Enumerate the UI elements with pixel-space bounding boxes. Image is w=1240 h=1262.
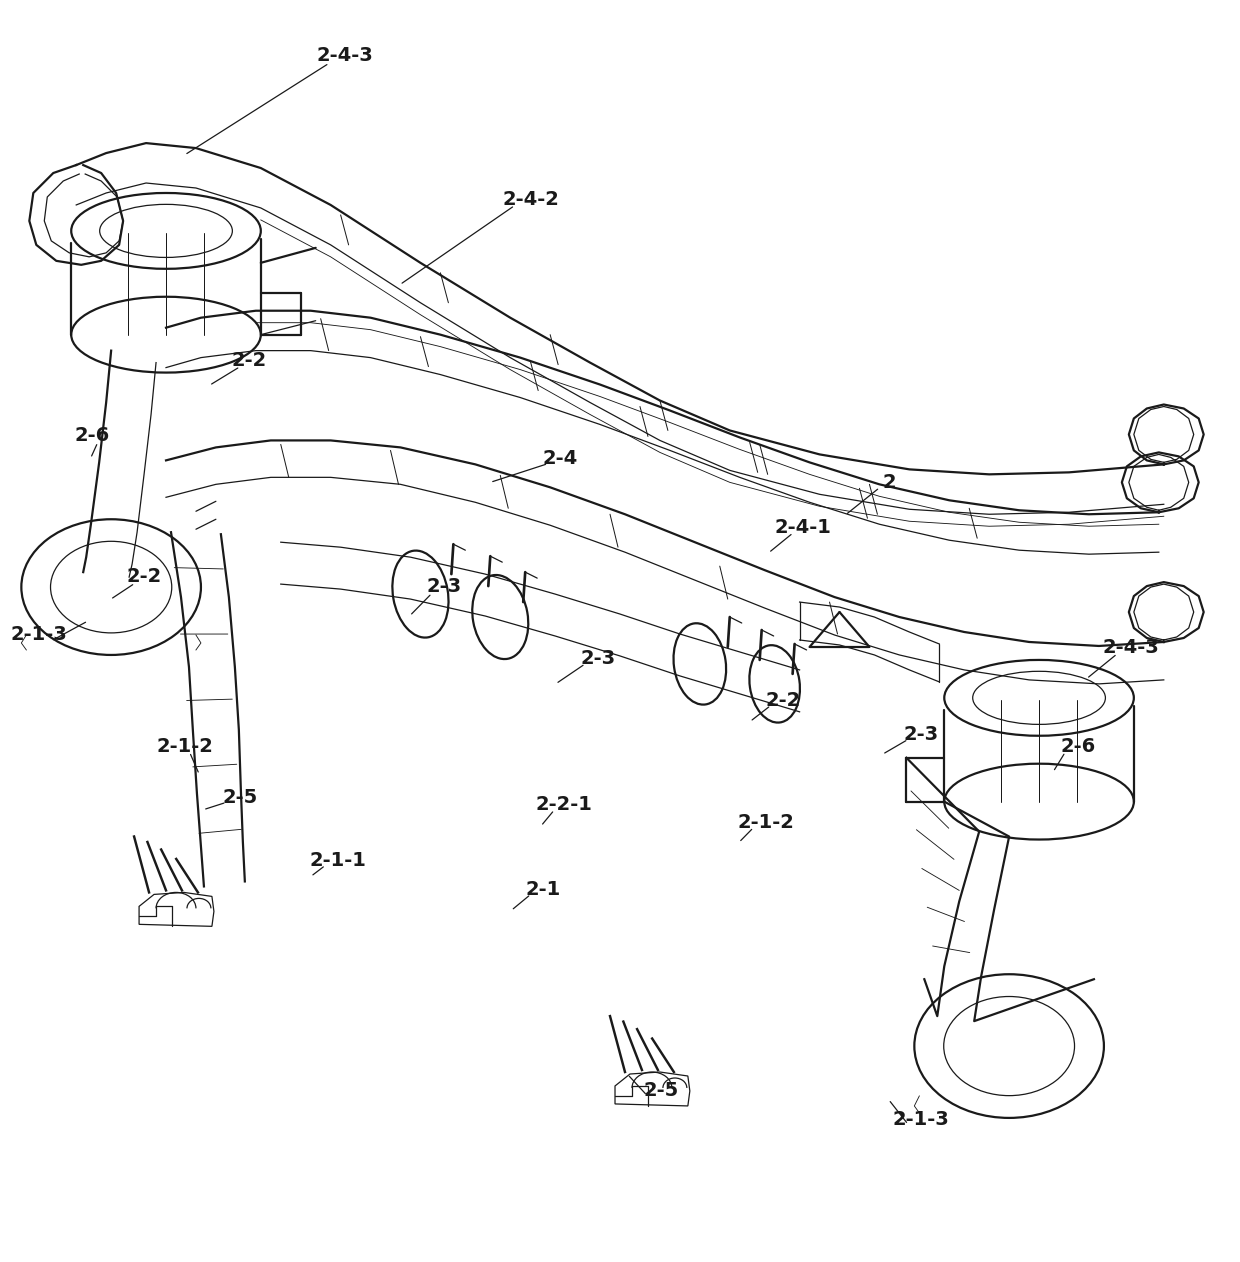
Text: 2-2: 2-2 bbox=[231, 351, 267, 370]
Text: 2-4-3: 2-4-3 bbox=[317, 45, 373, 66]
Text: 2: 2 bbox=[883, 473, 897, 492]
Text: 2-4-2: 2-4-2 bbox=[502, 189, 559, 208]
Text: 2-1-3: 2-1-3 bbox=[10, 625, 67, 645]
Text: 2-2: 2-2 bbox=[765, 690, 801, 709]
Text: 2-1: 2-1 bbox=[526, 880, 560, 899]
Text: 2-3: 2-3 bbox=[427, 578, 461, 597]
Text: 2-2-1: 2-2-1 bbox=[536, 795, 593, 814]
Text: 2-2: 2-2 bbox=[126, 568, 161, 587]
Text: 2-1-2: 2-1-2 bbox=[738, 813, 795, 832]
Text: 2-5: 2-5 bbox=[222, 787, 258, 806]
Text: 2-6: 2-6 bbox=[1060, 737, 1095, 756]
Text: 2-3: 2-3 bbox=[580, 649, 615, 668]
Text: 2-5: 2-5 bbox=[644, 1082, 678, 1100]
Text: 2-1-3: 2-1-3 bbox=[893, 1111, 949, 1129]
Text: 2-4-3: 2-4-3 bbox=[1102, 637, 1159, 656]
Text: 2-1-2: 2-1-2 bbox=[156, 737, 213, 756]
Text: 2-4: 2-4 bbox=[543, 449, 578, 468]
Text: 2-3: 2-3 bbox=[903, 724, 939, 743]
Text: 2-6: 2-6 bbox=[74, 427, 109, 445]
Text: 2-1-1: 2-1-1 bbox=[310, 851, 366, 870]
Text: 2-4-1: 2-4-1 bbox=[775, 519, 832, 538]
